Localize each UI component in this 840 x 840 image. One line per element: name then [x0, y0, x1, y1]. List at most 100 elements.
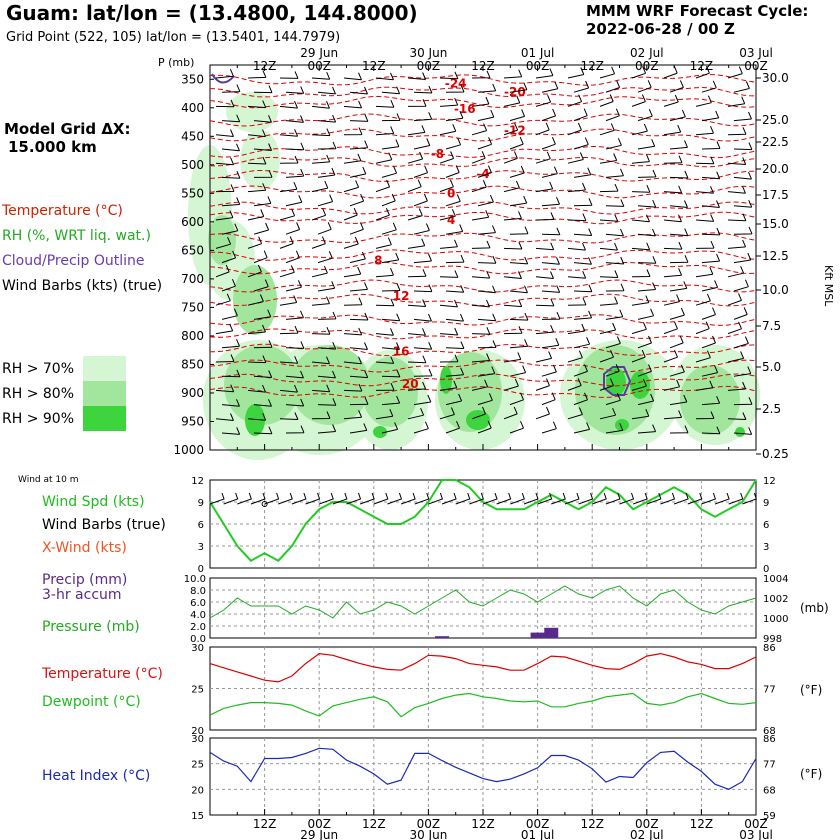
wind-barb: [503, 241, 523, 250]
precip-ytick-left: 10.0: [184, 574, 206, 585]
wind10m-barb: [646, 492, 662, 505]
rh90-blob: [615, 419, 629, 431]
wind10m-barb: [578, 492, 594, 505]
pressure-tick-label: 500: [181, 158, 204, 172]
wind-barb: [439, 354, 459, 363]
wind10m-barb: [237, 492, 252, 505]
wind-ytick-left: 9: [198, 498, 204, 509]
wind10m-barb: [714, 492, 730, 505]
pressure-tick-label: 1000: [173, 443, 204, 457]
wind-barb: [247, 183, 267, 193]
wind-barb: [535, 378, 550, 391]
wind-barb: [727, 321, 742, 335]
cloud-outline: [603, 366, 632, 396]
wind-barb: [503, 151, 518, 164]
wind-barb: [343, 297, 363, 306]
kft-tick-label: 30.0: [762, 71, 789, 85]
temperature-contour: [209, 359, 757, 373]
temperature-contour-label: 12: [393, 289, 410, 303]
wind-barb: [253, 170, 273, 178]
wind-barb: [471, 270, 491, 279]
wind-barb: [669, 80, 684, 93]
wind-barb: [247, 156, 267, 165]
wind-barb: [413, 313, 432, 322]
bottom-time-tick-label: 12Z: [690, 817, 714, 831]
cycle-value: 2022-06-28 / 00 Z: [586, 20, 735, 38]
wind-barb: [631, 378, 647, 391]
wind-barb: [541, 311, 561, 320]
wind-barb: [605, 336, 621, 349]
wind-barb: [541, 108, 557, 122]
wind-barb: [701, 426, 721, 435]
wind-barb: [637, 139, 656, 150]
wind-barb: [541, 421, 557, 434]
wind10m-barb: [455, 492, 471, 505]
wind-barb: [605, 364, 620, 377]
wind-barb: [349, 222, 364, 235]
wind-barb: [637, 424, 657, 434]
wind-barb: [285, 222, 301, 235]
wind-barb: [445, 341, 465, 349]
pressure-axis-title: P (mb): [158, 56, 194, 69]
wind-barb: [279, 295, 298, 306]
wind-barb: [445, 224, 464, 235]
wind10m-barb: [414, 492, 430, 505]
wind-barb: [413, 138, 431, 150]
wind-barb: [413, 253, 432, 264]
precip-ytick-left: 6.0: [190, 598, 206, 609]
wind-barb: [317, 398, 337, 406]
wind-barb: [215, 413, 234, 421]
wind-barb: [407, 381, 427, 391]
wind-barb: [567, 182, 586, 193]
wind-barb: [279, 356, 299, 364]
wind10m-barb: [496, 492, 512, 505]
wind-barb: [311, 296, 330, 306]
wind-barb: [695, 350, 711, 363]
wind-barb: [413, 193, 428, 207]
wind-barb: [381, 369, 401, 378]
wind-barb: [407, 355, 427, 364]
wind10m-barb: [605, 492, 621, 505]
wind-barb: [669, 170, 689, 179]
dewpoint-label: Dewpoint (°C): [42, 694, 141, 710]
wind-barb: [445, 137, 462, 150]
wind-barb: [573, 80, 590, 93]
wind-barb: [663, 65, 678, 79]
wind-barb: [317, 141, 337, 150]
wind-barb: [509, 82, 528, 93]
wind-barb: [253, 340, 273, 349]
wind-barb: [285, 195, 303, 207]
wind-barb: [247, 355, 267, 364]
wind-barb: [317, 167, 336, 178]
wind10m-barb: [619, 492, 635, 505]
wind-barb: [279, 412, 299, 420]
wind-barb: [375, 409, 394, 420]
wind-barb: [253, 426, 273, 435]
wind-barb: [727, 127, 747, 136]
wind-speed-label: Wind Spd (kts): [42, 494, 145, 510]
wind-barb: [695, 293, 711, 306]
temp-ytick-right: 77: [763, 685, 776, 696]
wind-barb: [215, 184, 235, 193]
wind-barb: [407, 328, 426, 336]
wind-barb: [573, 364, 588, 377]
wind-barb: [663, 410, 683, 420]
wind10m-barb: [305, 492, 321, 505]
wind-barb: [349, 370, 369, 379]
rh80-blob: [208, 215, 236, 265]
wind-barb: [541, 197, 560, 207]
wind-barb: [381, 139, 400, 150]
wind-barb: [439, 124, 457, 136]
wind-barb: [471, 327, 491, 335]
wind-barb: [311, 384, 331, 393]
wind-barb: [477, 137, 493, 150]
wind-barb: [573, 337, 591, 349]
wind-barb: [573, 228, 593, 236]
wind-barb: [477, 340, 497, 349]
temperature-contour: [209, 113, 757, 127]
wind-barb: [407, 72, 427, 80]
wind-barb: [605, 199, 625, 207]
wind-barb: [663, 185, 683, 194]
wind-barb: [343, 72, 362, 81]
bottom-day-label: 02 Jul: [630, 828, 664, 840]
